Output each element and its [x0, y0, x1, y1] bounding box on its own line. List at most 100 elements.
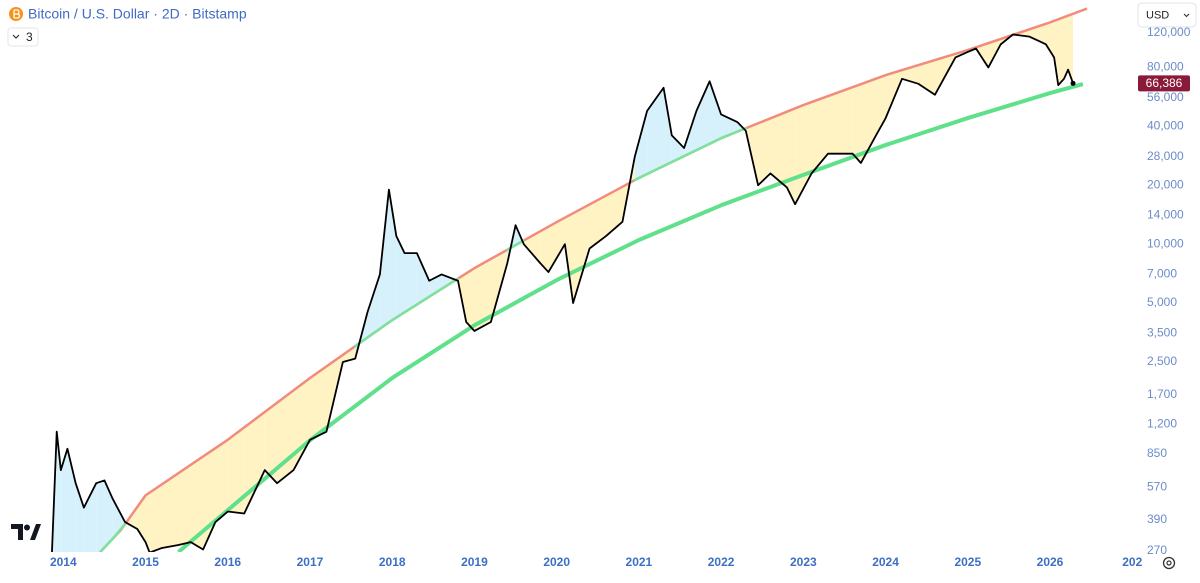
y-tick-label: 7,000 [1147, 267, 1177, 281]
band-fill [137, 495, 146, 543]
band-fill [1058, 17, 1064, 86]
upper-band-above [103, 537, 114, 549]
x-tick-label: 2018 [379, 555, 406, 569]
band-fill [396, 236, 405, 318]
band-fill [342, 346, 356, 362]
band-fill [75, 483, 84, 552]
band-fill [540, 226, 549, 273]
indicator-count: 3 [26, 30, 33, 44]
upper-band-above [387, 316, 398, 324]
band-fill [145, 492, 150, 552]
upper-band-above [427, 287, 443, 298]
band-fill [60, 448, 68, 552]
chevron-icon [1183, 13, 1190, 18]
y-tick-label: 1,700 [1147, 387, 1177, 401]
y-tick-label: 5,000 [1147, 295, 1177, 309]
band-fill [149, 484, 162, 552]
y-tick-label: 56,000 [1147, 90, 1184, 104]
band-fill [379, 189, 389, 329]
x-tick-label: 2016 [214, 555, 241, 569]
x-tick-label: 2015 [132, 555, 159, 569]
upper-band-above [366, 327, 382, 339]
band-fill [1063, 15, 1069, 79]
band-fill [758, 118, 771, 186]
band-fill [388, 189, 397, 323]
upper-band-above [378, 321, 391, 331]
band-fill [96, 480, 105, 552]
band-fill [83, 483, 97, 552]
band-fill [860, 78, 878, 163]
axes: 120,000 80,000 56,000 40,000 28,000 20,000 14,… [50, 25, 1191, 569]
currency-label: USD [1146, 9, 1169, 21]
upper-band-above [719, 130, 739, 140]
band-fill [490, 249, 508, 323]
band-fill [244, 411, 265, 514]
band-fill [709, 81, 722, 144]
band-fill [811, 96, 829, 174]
y-tick-label: 28,000 [1147, 149, 1184, 163]
band-fill [309, 366, 327, 440]
upper-band-above [353, 336, 369, 348]
band-fill [474, 258, 491, 331]
indicator-toggle[interactable] [7, 27, 39, 47]
band-fill [573, 204, 590, 304]
upper-band-above [395, 311, 406, 319]
band-fill [190, 456, 204, 550]
band-fill [178, 464, 191, 545]
x-tick-label: 202 [1122, 555, 1142, 569]
y-tick-label: 390 [1147, 512, 1167, 526]
band-fill [795, 102, 812, 205]
band-fill [215, 439, 228, 523]
band-fill [104, 480, 113, 548]
band-fill [564, 213, 574, 304]
x-tick-label: 2014 [50, 555, 77, 569]
x-tick-label: 2023 [790, 555, 817, 569]
band-fill [161, 473, 179, 548]
band-fill [264, 402, 278, 484]
x-tick-label: 2026 [1037, 555, 1064, 569]
upper-band-above [403, 303, 419, 314]
upper-band-above [415, 295, 431, 306]
band-fill [647, 87, 664, 174]
band-fill [696, 81, 710, 151]
band-fill [227, 427, 245, 514]
x-tick-label: 2025 [954, 555, 981, 569]
upper-band-above [670, 154, 686, 164]
upper-band-above [76, 570, 84, 578]
settings-button[interactable] [1162, 556, 1176, 570]
band-fill [367, 274, 380, 338]
y-tick-label: 270 [1147, 543, 1167, 557]
band-fill [1045, 20, 1055, 58]
y-tick-label: 14,000 [1147, 208, 1184, 222]
price-line [51, 33, 1074, 552]
band-fill [606, 186, 623, 237]
chart-title: Bitcoin / U.S. Dollar · 2D · Bitstamp [28, 6, 247, 22]
y-tick-label: 850 [1147, 446, 1167, 460]
upper-band-above [111, 522, 127, 541]
band-fill [1054, 19, 1059, 86]
band-fill [67, 448, 76, 552]
y-tick-label: 40,000 [1147, 119, 1184, 133]
chevron-icon [12, 34, 20, 39]
last-price-badge [1138, 75, 1190, 92]
currency-select[interactable] [1137, 2, 1197, 28]
lower-band-line [177, 82, 1084, 552]
upper-band-above [695, 142, 711, 152]
band-fill [1037, 23, 1046, 45]
last-price-dot [1070, 80, 1076, 86]
band-fill [404, 253, 417, 313]
band-fill [548, 217, 565, 273]
upper-band-above [682, 148, 698, 158]
band-fill [416, 253, 430, 305]
x-tick-label: 2017 [297, 555, 324, 569]
band-fill [828, 87, 853, 154]
y-tick-label: 1,200 [1147, 416, 1177, 430]
upper-band-above [633, 172, 649, 182]
upper-band-above [708, 136, 723, 146]
bitcoin-icon-glyph [13, 9, 21, 19]
band-fill [277, 390, 294, 484]
x-tick-label: 2021 [626, 555, 653, 569]
x-tick-label: 2019 [461, 555, 488, 569]
band-fill [770, 111, 787, 188]
